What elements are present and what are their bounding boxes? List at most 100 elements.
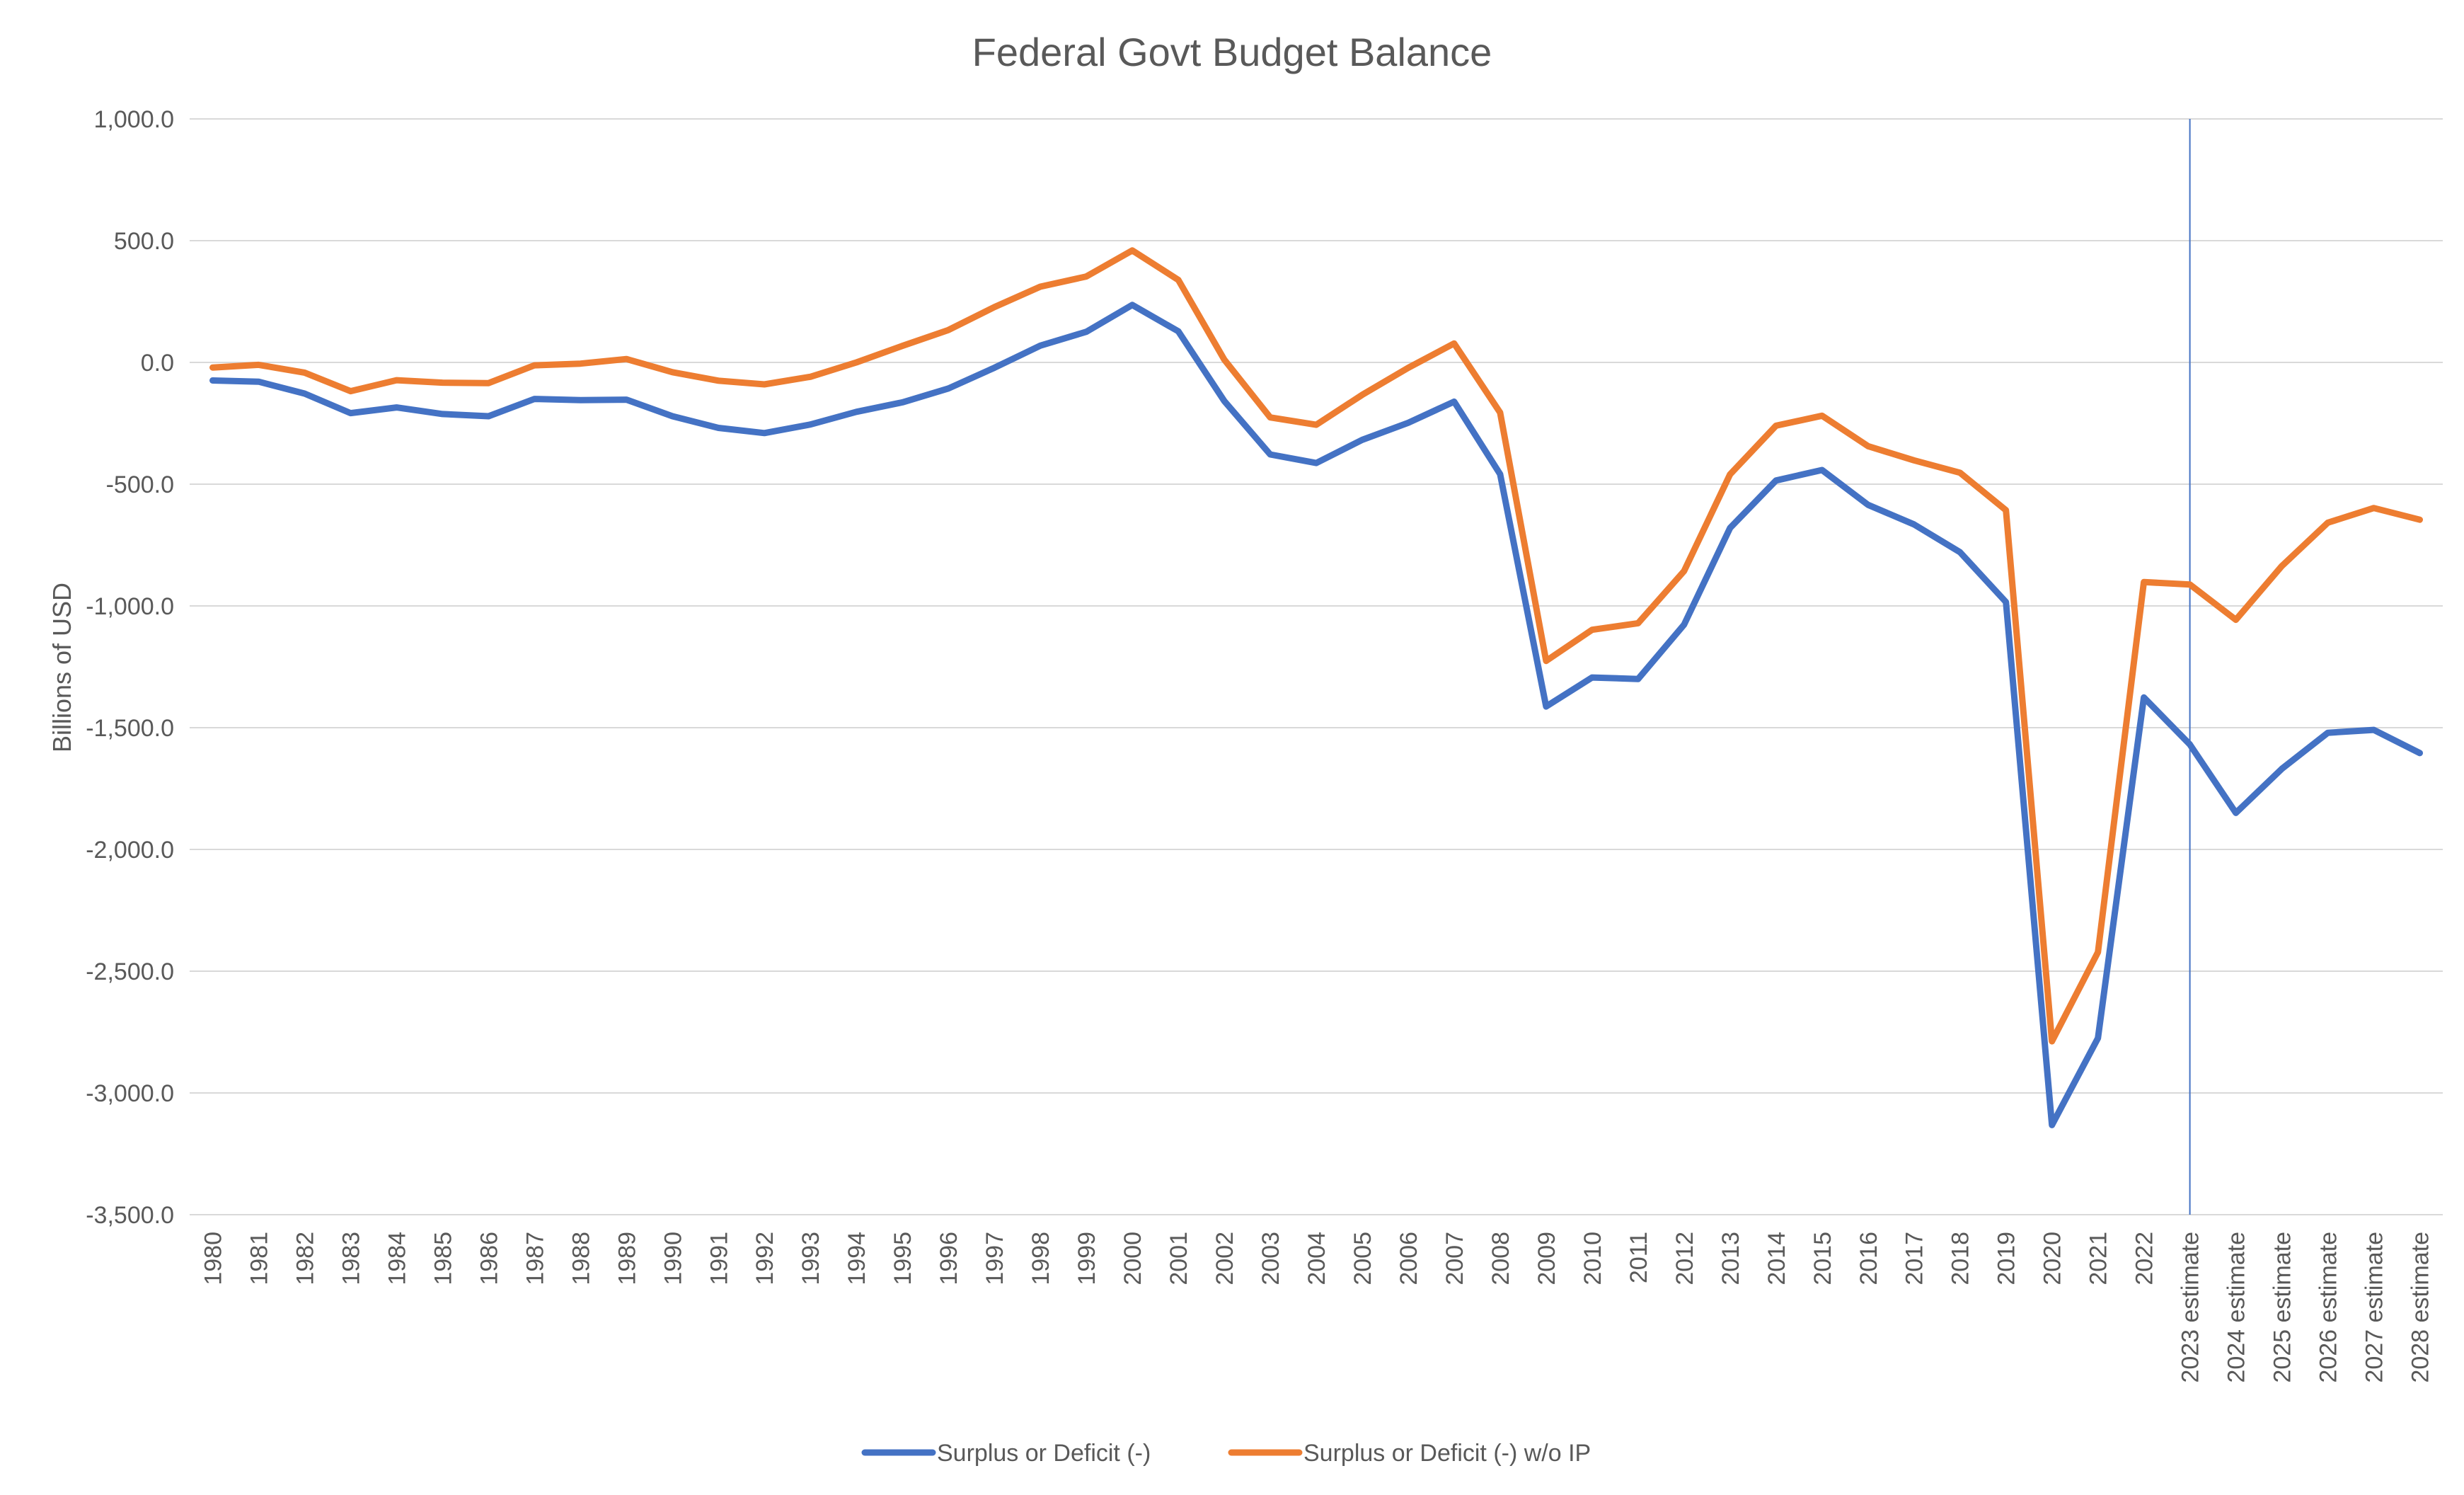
- x-tick-label: 2027 estimate: [2361, 1232, 2388, 1383]
- x-tick-label: 1983: [338, 1232, 364, 1285]
- data-point: [1957, 469, 1963, 476]
- data-point: [899, 399, 906, 406]
- data-point: [807, 374, 814, 380]
- data-point: [1313, 422, 1319, 428]
- data-point: [2325, 520, 2331, 526]
- data-point: [393, 377, 400, 384]
- data-point: [715, 377, 722, 384]
- data-point: [1911, 521, 1917, 527]
- legend-item: Surplus or Deficit (-) w/o IP: [1228, 1440, 1591, 1467]
- x-tick-label: 2002: [1211, 1232, 1238, 1285]
- data-point: [1267, 414, 1274, 420]
- data-point: [1681, 622, 1687, 628]
- x-tick-label: 2025 estimate: [2269, 1232, 2296, 1383]
- x-tick-label: 1993: [798, 1232, 824, 1285]
- data-point: [2417, 750, 2423, 756]
- y-tick-label: -3,000.0: [86, 1080, 174, 1107]
- y-tick-label: -1,500.0: [86, 715, 174, 742]
- data-point: [1359, 437, 1365, 443]
- data-point: [439, 411, 446, 417]
- data-point: [2141, 694, 2147, 701]
- x-tick-label: 1981: [246, 1232, 272, 1285]
- x-tick-label: 2009: [1533, 1232, 1560, 1285]
- data-point: [1083, 273, 1090, 280]
- x-tick-label: 1996: [935, 1232, 962, 1285]
- data-point: [1497, 409, 1503, 416]
- data-point: [761, 381, 768, 387]
- data-point: [1405, 365, 1411, 371]
- data-point: [1543, 704, 1549, 710]
- data-point: [577, 360, 584, 367]
- x-tick-label: 2004: [1303, 1232, 1330, 1285]
- x-tick-label: 2016: [1855, 1232, 1882, 1285]
- data-point: [715, 425, 722, 431]
- legend-item: Surplus or Deficit (-): [861, 1440, 1151, 1467]
- data-point: [1451, 340, 1457, 347]
- data-point: [209, 365, 216, 371]
- x-tick-label: 1995: [890, 1232, 916, 1285]
- y-tick-label: 0.0: [141, 350, 174, 377]
- y-tick-label: -1,000.0: [86, 593, 174, 620]
- x-tick-label: 1982: [292, 1232, 318, 1285]
- x-tick-label: 2020: [2039, 1232, 2066, 1285]
- data-point: [1957, 549, 1963, 555]
- x-tick-label: 2012: [1671, 1232, 1698, 1285]
- data-point: [2141, 579, 2147, 585]
- chart-title: Federal Govt Budget Balance: [972, 30, 1492, 74]
- x-tick-label: 2024 estimate: [2223, 1232, 2250, 1383]
- series-group: [209, 302, 2423, 1128]
- x-tick-label: 1987: [522, 1232, 548, 1285]
- data-point: [853, 408, 860, 415]
- data-point: [2279, 563, 2285, 569]
- y-tick-label: -2,000.0: [86, 837, 174, 864]
- data-point: [2371, 727, 2377, 733]
- data-point: [393, 404, 400, 411]
- data-point: [1037, 284, 1044, 290]
- data-point: [1359, 391, 1365, 398]
- data-point: [623, 396, 630, 403]
- data-point: [531, 396, 538, 402]
- data-point: [2417, 517, 2423, 523]
- data-point: [853, 360, 860, 365]
- y-tick-label: -500.0: [106, 471, 174, 498]
- y-axis-ticks: 1,000.0 500.0 0.0 -500.0 -1,000.0 -1,500.0 -2,…: [86, 106, 174, 1229]
- data-point: [1497, 471, 1503, 477]
- y-tick-label: -3,500.0: [86, 1202, 174, 1229]
- data-point: [2049, 1038, 2055, 1045]
- data-point: [2371, 505, 2377, 511]
- data-point: [1589, 626, 1595, 633]
- x-tick-label: 1990: [660, 1232, 686, 1285]
- data-point: [347, 388, 354, 394]
- data-point: [209, 377, 216, 384]
- data-point: [1037, 343, 1044, 349]
- x-tick-label: 2018: [1947, 1232, 1974, 1285]
- x-axis-ticks: 1980 1981 1982 1983 1984 1985 1986 1987 1988 1989…: [200, 1232, 2434, 1383]
- data-point: [1083, 328, 1090, 335]
- data-point: [807, 421, 814, 428]
- data-point: [991, 365, 998, 371]
- data-point: [1635, 676, 1641, 682]
- data-point: [1773, 477, 1779, 483]
- data-point: [2325, 730, 2331, 736]
- data-point: [2049, 1122, 2055, 1128]
- data-point: [945, 385, 952, 391]
- data-point: [1727, 471, 1733, 478]
- y-axis-label: Billions of USD: [47, 583, 76, 752]
- data-point: [991, 304, 998, 310]
- data-point: [899, 343, 906, 349]
- data-point: [2233, 617, 2239, 623]
- data-point: [945, 327, 952, 333]
- x-tick-label: 2015: [1809, 1232, 1836, 1285]
- data-point: [1221, 356, 1228, 362]
- data-point: [2233, 810, 2239, 816]
- data-point: [1543, 658, 1549, 664]
- data-point: [761, 430, 768, 436]
- y-tick-label: 1,000.0: [94, 106, 174, 133]
- x-tick-label: 2005: [1349, 1232, 1376, 1285]
- x-tick-label: 1985: [430, 1232, 456, 1285]
- x-tick-label: 1998: [1027, 1232, 1054, 1285]
- data-point: [1129, 302, 1136, 308]
- x-tick-label: 1988: [568, 1232, 594, 1285]
- x-tick-label: 1992: [752, 1232, 778, 1285]
